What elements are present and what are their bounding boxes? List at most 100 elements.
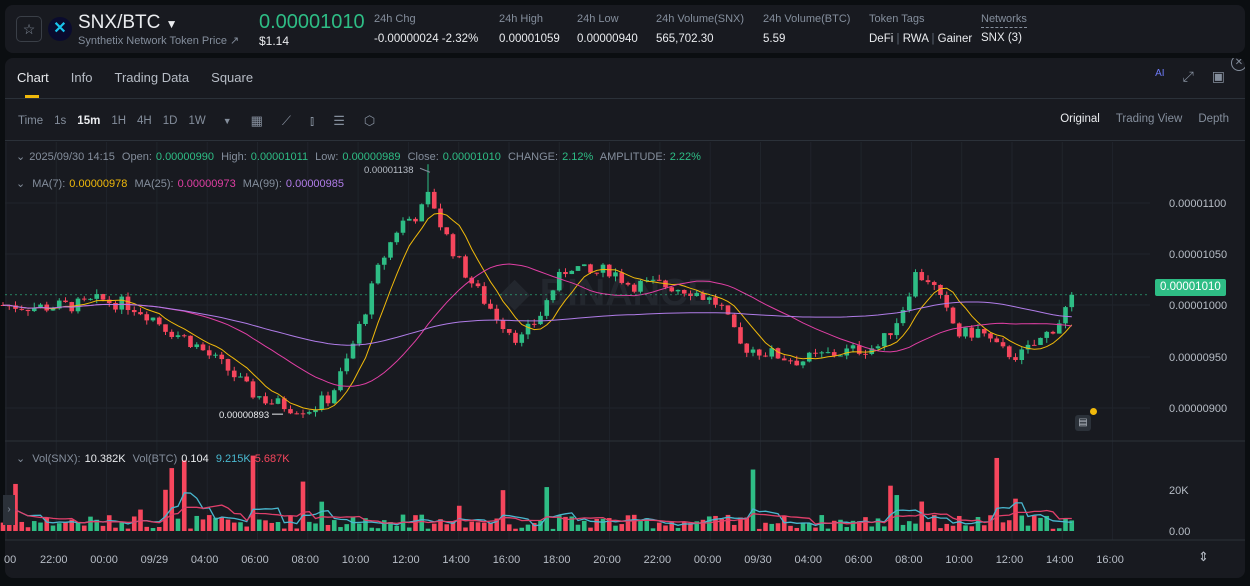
volume-bar	[1031, 515, 1037, 531]
candle-body	[850, 345, 856, 349]
collapse-icon[interactable]: ⌄	[16, 453, 26, 465]
candle-body	[275, 398, 281, 404]
volume-bar	[969, 526, 975, 531]
hexagon-settings-icon[interactable]: ⬡	[363, 113, 376, 128]
volume-bar	[569, 516, 575, 531]
candle-body	[381, 257, 387, 265]
candle-body	[213, 354, 218, 356]
vol-btc-label: Vol(BTC)	[132, 453, 178, 465]
time-axis-label: 00:00	[90, 554, 118, 566]
candle-body	[744, 343, 750, 353]
candle-type-icon[interactable]: ⫾	[310, 113, 315, 128]
candle-body	[863, 353, 868, 355]
volume-bar	[656, 522, 662, 531]
candle-body	[700, 293, 706, 300]
indicator-icon[interactable]: ⟋	[281, 113, 292, 128]
token-price-link[interactable]: Synthetix Network Token Price ↗	[78, 35, 240, 47]
volume-bar	[50, 525, 56, 531]
collapse-icon[interactable]: ⌄	[16, 178, 26, 190]
candle-body	[125, 296, 131, 311]
candle-body	[513, 332, 518, 343]
candle-body	[931, 282, 937, 285]
expand-icon[interactable]: ⤢	[1182, 68, 1194, 84]
max-price-label: 0.00001138	[364, 165, 414, 176]
volume-bar	[463, 527, 468, 531]
interval-1s[interactable]: 1s	[54, 115, 67, 127]
interval-1h[interactable]: 1H	[111, 115, 127, 127]
candle-body	[844, 348, 850, 356]
volume-bar	[300, 481, 306, 531]
calendar-icon[interactable]: ▦	[250, 113, 263, 128]
interval-4h[interactable]: 4H	[137, 115, 152, 127]
candle-body	[144, 314, 150, 321]
more-intervals-dropdown-icon[interactable]: ▼	[222, 116, 232, 126]
stat-label: Networks	[981, 13, 1027, 28]
view-depth[interactable]: Depth	[1198, 113, 1229, 125]
volume-bar	[713, 515, 718, 531]
favorite-star-icon[interactable]: ☆	[16, 16, 42, 42]
tag-gainer[interactable]: Gainer	[937, 33, 973, 45]
volume-bar	[563, 516, 568, 531]
candle-body	[331, 390, 337, 404]
candle-body	[488, 303, 493, 309]
candle-body	[300, 413, 306, 415]
networks[interactable]: Networks SNX (3)	[981, 13, 1027, 44]
candle-body	[194, 344, 200, 348]
candle-body	[263, 396, 268, 404]
candle-body	[838, 355, 843, 357]
candle-body	[419, 204, 425, 222]
volume-bar	[694, 521, 700, 531]
candle-body	[606, 264, 612, 277]
pair-selector[interactable]: SNX/BTC ▼	[78, 12, 178, 34]
candle-body	[819, 352, 825, 354]
candle-body	[581, 264, 587, 267]
volume-bar	[413, 515, 418, 531]
scroll-left-handle[interactable]: ›	[3, 495, 15, 525]
volume-bar	[988, 515, 993, 531]
tab-chart[interactable]: Chart	[17, 70, 49, 98]
interval-time[interactable]: Time	[18, 115, 44, 127]
tab-info[interactable]: Info	[70, 70, 93, 85]
volume-bar	[1019, 515, 1025, 531]
tag-defi[interactable]: DeFi	[869, 33, 894, 45]
tab-square[interactable]: Square	[211, 70, 254, 85]
volume-bar	[763, 522, 768, 531]
ma7-value: 0.00000978	[69, 178, 128, 190]
candle-body	[919, 272, 925, 281]
view-original[interactable]: Original	[1060, 113, 1100, 125]
volume-bar	[488, 522, 493, 531]
tab-trading-data[interactable]: Trading Data	[114, 70, 190, 85]
tag-rwa[interactable]: RWA	[902, 33, 929, 45]
vol-ma1-value: 9.215K	[215, 453, 251, 465]
candle-body	[738, 327, 743, 344]
layout-icon[interactable]: ▣	[1211, 68, 1225, 84]
candle-body	[519, 334, 525, 343]
note-icon[interactable]: ▤	[1075, 415, 1091, 431]
interval-1d[interactable]: 1D	[162, 115, 178, 127]
volume-bar	[375, 528, 381, 531]
interval-1w[interactable]: 1W	[188, 115, 206, 127]
reset-scale-icon[interactable]: ⇕	[1198, 549, 1209, 564]
time-axis-label: 08:00	[895, 554, 923, 566]
candle-body	[575, 266, 581, 271]
candle-body	[613, 272, 618, 277]
stat-value: 5.59	[763, 33, 786, 45]
volume-bar	[281, 528, 287, 531]
vol-snx-value: 10.382K	[84, 453, 126, 465]
stat-label: 24h Chg	[374, 13, 416, 25]
volume-bar	[900, 524, 906, 531]
ai-icon[interactable]: AI	[1155, 68, 1165, 79]
volume-bar	[800, 522, 806, 531]
view-trading-view[interactable]: Trading View	[1115, 113, 1183, 125]
candle-body	[325, 395, 331, 404]
ma99-value: 0.00000985	[285, 178, 345, 190]
close-icon[interactable]: ✕	[1231, 58, 1245, 71]
volume-bar	[588, 527, 593, 531]
volume-bar	[1006, 520, 1012, 531]
interval-15m[interactable]: 15m	[77, 115, 101, 127]
chart-settings-icon[interactable]: ☰	[333, 113, 345, 128]
time-axis-label: 20:00	[593, 554, 621, 566]
volume-bar	[44, 517, 50, 531]
collapse-icon[interactable]: ⌄	[16, 151, 26, 163]
